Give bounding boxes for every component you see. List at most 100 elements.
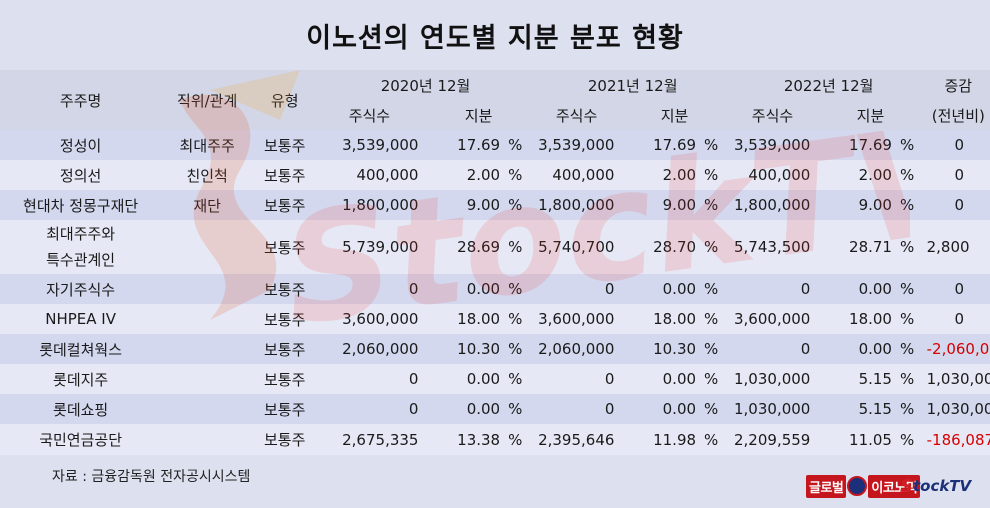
cell-pct-2021: % — [700, 190, 731, 220]
cell-relation — [161, 424, 254, 455]
header-row-1: 주주명 직위/관계 유형 2020년 12월 2021년 12월 2022년 1… — [0, 70, 990, 130]
cell-name: NHPEA IV — [0, 304, 162, 334]
cell-pct-2022: % — [895, 160, 927, 190]
header-change: 증감 — [926, 70, 990, 100]
cell-pct-2021: % — [700, 220, 731, 274]
cell-relation: 친인척 — [161, 160, 254, 190]
cell-pct-2021: % — [700, 334, 731, 364]
cell-pct-2020: % — [504, 364, 535, 394]
cell-name: 최대주주와 특수관계인 — [0, 220, 162, 274]
cell-shares-2020: 0 — [316, 364, 423, 394]
cell-relation: 최대주주 — [161, 130, 254, 160]
cell-pct-2021: % — [700, 274, 731, 304]
header-shares-2021: 주식수 — [534, 100, 619, 130]
cell-name: 롯데지주 — [0, 364, 162, 394]
cell-pct-2020: % — [504, 160, 535, 190]
header-ratio-2022: 지분 — [814, 100, 927, 130]
cell-type: 보통주 — [253, 424, 317, 455]
table-row: 롯데쇼핑 보통주 0 0.00 % 0 0.00 % 1,030,000 5.1… — [0, 394, 990, 424]
cell-pct-2022: % — [895, 334, 927, 364]
globe-icon — [847, 476, 868, 496]
header-type: 유형 — [253, 70, 317, 130]
cell-pct-2022: % — [895, 424, 927, 455]
cell-shares-2021: 2,060,000 — [534, 334, 619, 364]
cell-change: 2,800 — [926, 220, 990, 274]
stocktv-logo: S tockTV — [900, 474, 971, 498]
cell-change: 0 — [926, 160, 990, 190]
cell-shares-2020: 3,600,000 — [316, 304, 423, 334]
cell-type: 보통주 — [253, 130, 317, 160]
header-ratio-2020: 지분 — [422, 100, 535, 130]
cell-pct-2020: % — [504, 334, 535, 364]
cell-pct-2020: % — [504, 274, 535, 304]
logo-s: S — [900, 475, 913, 497]
cell-shares-2022: 400,000 — [730, 160, 815, 190]
cell-name: 정성이 — [0, 130, 162, 160]
cell-pct-2020: % — [504, 394, 535, 424]
cell-shares-2020: 2,060,000 — [316, 334, 423, 364]
cell-pct-2020: % — [504, 190, 535, 220]
cell-relation — [161, 394, 254, 424]
cell-shares-2022: 5,743,500 — [730, 220, 815, 274]
header-ratio-2021: 지분 — [618, 100, 731, 130]
cell-ratio-2021: 0.00 — [618, 394, 701, 424]
cell-change: 1,030,000 — [926, 364, 990, 394]
cell-ratio-2022: 0.00 — [814, 334, 896, 364]
cell-ratio-2022: 28.71 — [814, 220, 896, 274]
cell-pct-2022: % — [895, 274, 927, 304]
cell-change: 0 — [926, 130, 990, 160]
cell-pct-2021: % — [700, 304, 731, 334]
cell-ratio-2021: 0.00 — [618, 364, 701, 394]
cell-ratio-2020: 0.00 — [422, 364, 505, 394]
cell-shares-2021: 0 — [534, 394, 619, 424]
cell-shares-2020: 0 — [316, 394, 423, 424]
cell-pct-2022: % — [895, 364, 927, 394]
cell-pct-2021: % — [700, 424, 731, 455]
cell-pct-2020: % — [504, 220, 535, 274]
cell-type: 보통주 — [253, 220, 317, 274]
cell-shares-2022: 2,209,559 — [730, 424, 815, 455]
cell-ratio-2020: 17.69 — [422, 130, 505, 160]
global-economic-logo: 글로벌 이코노믹 — [806, 474, 921, 498]
cell-ratio-2020: 9.00 — [422, 190, 505, 220]
cell-type: 보통주 — [253, 364, 317, 394]
header-shares-2022: 주식수 — [730, 100, 815, 130]
cell-ratio-2020: 10.30 — [422, 334, 505, 364]
cell-ratio-2020: 2.00 — [422, 160, 505, 190]
cell-pct-2020: % — [504, 424, 535, 455]
cell-ratio-2022: 9.00 — [814, 190, 896, 220]
table-row: 정의선 친인척 보통주 400,000 2.00 % 400,000 2.00 … — [0, 160, 990, 190]
cell-shares-2020: 2,675,335 — [316, 424, 423, 455]
table-row: 롯데컬쳐웍스 보통주 2,060,000 10.30 % 2,060,000 1… — [0, 334, 990, 364]
header-shareholder: 주주명 — [0, 70, 162, 130]
cell-shares-2022: 1,030,000 — [730, 364, 815, 394]
cell-pct-2021: % — [700, 130, 731, 160]
cell-pct-2021: % — [700, 364, 731, 394]
cell-ratio-2020: 0.00 — [422, 394, 505, 424]
cell-shares-2021: 5,740,700 — [534, 220, 619, 274]
cell-shares-2021: 1,800,000 — [534, 190, 619, 220]
table-row: NHPEA IV 보통주 3,600,000 18.00 % 3,600,000… — [0, 304, 990, 334]
cell-ratio-2021: 10.30 — [618, 334, 701, 364]
cell-shares-2022: 1,800,000 — [730, 190, 815, 220]
cell-type: 보통주 — [253, 190, 317, 220]
cell-ratio-2022: 17.69 — [814, 130, 896, 160]
cell-relation — [161, 220, 254, 274]
cell-ratio-2021: 11.98 — [618, 424, 701, 455]
cell-shares-2021: 2,395,646 — [534, 424, 619, 455]
cell-shares-2022: 0 — [730, 334, 815, 364]
cell-ratio-2021: 17.69 — [618, 130, 701, 160]
cell-relation: 재단 — [161, 190, 254, 220]
cell-ratio-2021: 28.70 — [618, 220, 701, 274]
cell-shares-2020: 5,739,000 — [316, 220, 423, 274]
header-row-2: 주식수 지분 주식수 지분 주식수 지분 (전년비) — [0, 100, 990, 130]
source-note: 자료 : 금융감독원 전자공시시스템 — [52, 469, 251, 485]
cell-shares-2022: 1,030,000 — [730, 394, 815, 424]
cell-pct-2022: % — [895, 190, 927, 220]
cell-shares-2020: 400,000 — [316, 160, 423, 190]
logo-part1: 글로벌 — [806, 474, 847, 498]
cell-type: 보통주 — [253, 394, 317, 424]
table-row: 롯데지주 보통주 0 0.00 % 0 0.00 % 1,030,000 5.1… — [0, 364, 990, 394]
cell-ratio-2020: 28.69 — [422, 220, 505, 274]
